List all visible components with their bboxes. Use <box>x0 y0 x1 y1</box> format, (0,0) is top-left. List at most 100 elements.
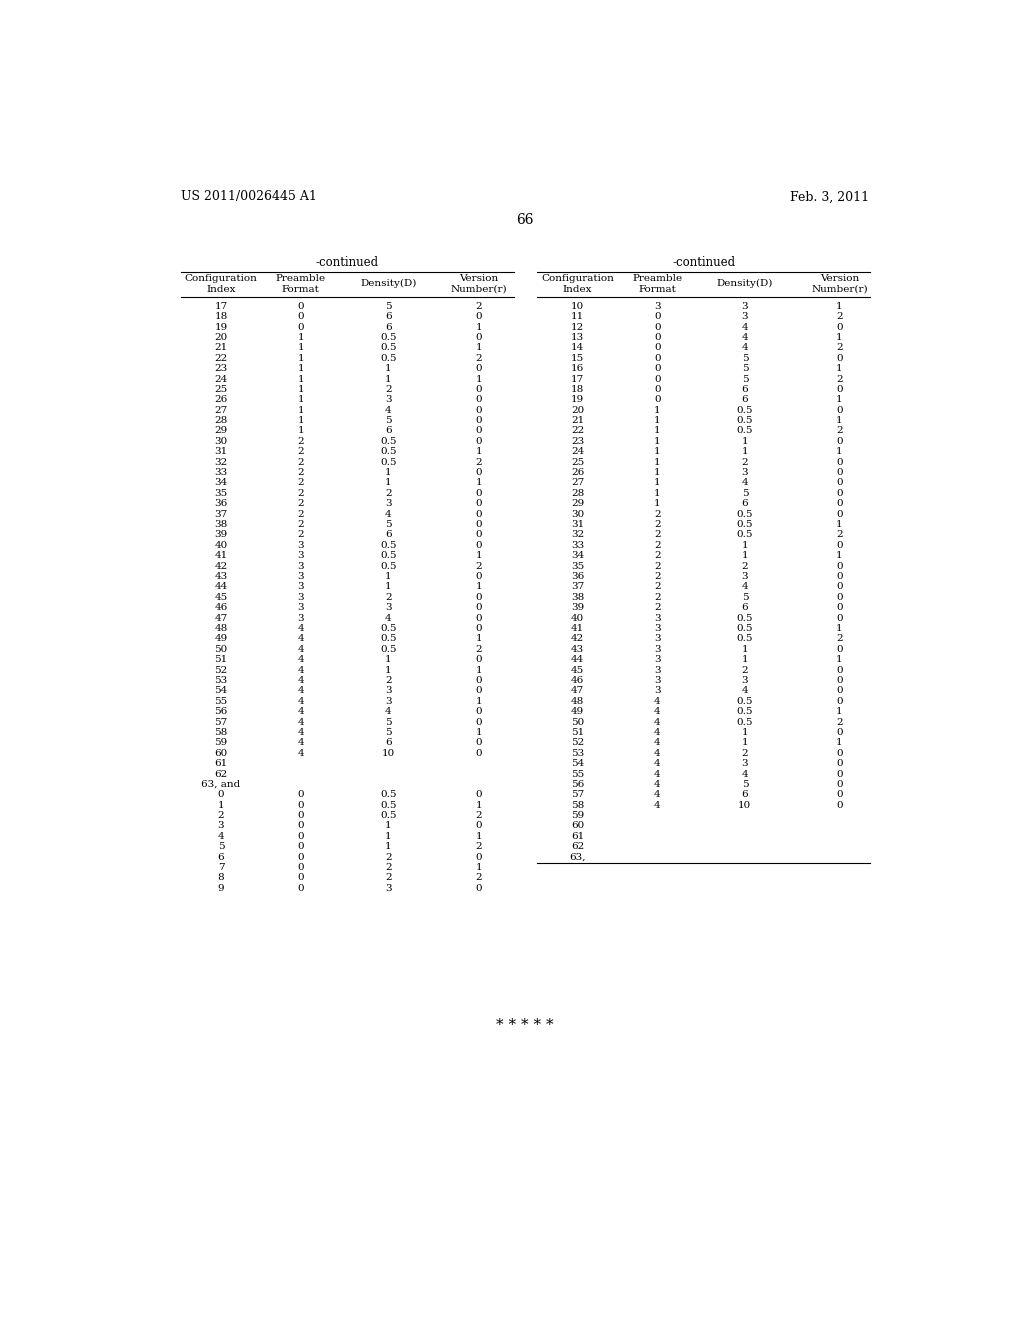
Text: 1: 1 <box>654 405 660 414</box>
Text: 0.5: 0.5 <box>736 531 753 540</box>
Text: 1: 1 <box>837 552 843 560</box>
Text: 1: 1 <box>476 635 482 643</box>
Text: 20: 20 <box>214 333 227 342</box>
Text: 4: 4 <box>385 510 392 519</box>
Text: 53: 53 <box>214 676 227 685</box>
Text: 0: 0 <box>837 572 843 581</box>
Text: 6: 6 <box>741 385 749 393</box>
Text: 59: 59 <box>570 810 584 820</box>
Text: 4: 4 <box>741 686 749 696</box>
Text: 2: 2 <box>654 541 660 550</box>
Text: 0: 0 <box>837 801 843 809</box>
Text: 2: 2 <box>741 458 749 467</box>
Text: 4: 4 <box>654 697 660 706</box>
Text: 0.5: 0.5 <box>736 416 753 425</box>
Text: 2: 2 <box>298 499 304 508</box>
Text: 45: 45 <box>214 593 227 602</box>
Text: 3: 3 <box>298 614 304 623</box>
Text: 13: 13 <box>570 333 584 342</box>
Text: 3: 3 <box>654 665 660 675</box>
Text: 4: 4 <box>741 582 749 591</box>
Text: 29: 29 <box>214 426 227 436</box>
Text: 3: 3 <box>741 572 749 581</box>
Text: 6: 6 <box>385 738 392 747</box>
Text: 0: 0 <box>298 832 304 841</box>
Text: 52: 52 <box>570 738 584 747</box>
Text: 19: 19 <box>214 322 227 331</box>
Text: 1: 1 <box>298 405 304 414</box>
Text: 1: 1 <box>298 354 304 363</box>
Text: 1: 1 <box>837 520 843 529</box>
Text: 48: 48 <box>214 624 227 634</box>
Text: 0.5: 0.5 <box>380 458 396 467</box>
Text: 0: 0 <box>476 541 482 550</box>
Text: 0: 0 <box>476 572 482 581</box>
Text: 0: 0 <box>476 603 482 612</box>
Text: 0.5: 0.5 <box>380 354 396 363</box>
Text: 0: 0 <box>837 469 843 477</box>
Text: 1: 1 <box>385 832 392 841</box>
Text: 4: 4 <box>654 748 660 758</box>
Text: 0: 0 <box>837 488 843 498</box>
Text: 49: 49 <box>214 635 227 643</box>
Text: 2: 2 <box>385 385 392 393</box>
Text: 2: 2 <box>741 561 749 570</box>
Text: 0: 0 <box>837 665 843 675</box>
Text: 2: 2 <box>654 510 660 519</box>
Text: 55: 55 <box>214 697 227 706</box>
Text: 5: 5 <box>385 718 392 726</box>
Text: 0: 0 <box>298 821 304 830</box>
Text: 28: 28 <box>570 488 584 498</box>
Text: 37: 37 <box>214 510 227 519</box>
Text: 1: 1 <box>476 552 482 560</box>
Text: 3: 3 <box>385 395 392 404</box>
Text: 0: 0 <box>837 603 843 612</box>
Text: 29: 29 <box>570 499 584 508</box>
Text: 1: 1 <box>385 469 392 477</box>
Text: 1: 1 <box>837 708 843 717</box>
Text: 3: 3 <box>298 593 304 602</box>
Text: 2: 2 <box>654 572 660 581</box>
Text: 1: 1 <box>837 416 843 425</box>
Text: 0: 0 <box>837 697 843 706</box>
Text: 0.5: 0.5 <box>736 520 753 529</box>
Text: Preamble
Format: Preamble Format <box>632 275 682 293</box>
Text: 1: 1 <box>837 655 843 664</box>
Text: 0.5: 0.5 <box>380 552 396 560</box>
Text: 1: 1 <box>298 416 304 425</box>
Text: 30: 30 <box>570 510 584 519</box>
Text: 41: 41 <box>214 552 227 560</box>
Text: 3: 3 <box>654 302 660 310</box>
Text: 1: 1 <box>298 333 304 342</box>
Text: 1: 1 <box>385 655 392 664</box>
Text: 51: 51 <box>570 727 584 737</box>
Text: 37: 37 <box>570 582 584 591</box>
Text: 20: 20 <box>570 405 584 414</box>
Text: 61: 61 <box>570 832 584 841</box>
Text: 38: 38 <box>570 593 584 602</box>
Text: 6: 6 <box>385 531 392 540</box>
Text: 2: 2 <box>654 593 660 602</box>
Text: 32: 32 <box>570 531 584 540</box>
Text: 26: 26 <box>214 395 227 404</box>
Text: 2: 2 <box>298 447 304 457</box>
Text: 14: 14 <box>570 343 584 352</box>
Text: 0: 0 <box>476 593 482 602</box>
Text: Preamble
Format: Preamble Format <box>275 275 326 293</box>
Text: 22: 22 <box>570 426 584 436</box>
Text: 2: 2 <box>298 469 304 477</box>
Text: 50: 50 <box>214 644 227 653</box>
Text: 1: 1 <box>476 665 482 675</box>
Text: 2: 2 <box>837 718 843 726</box>
Text: 5: 5 <box>385 727 392 737</box>
Text: 62: 62 <box>570 842 584 851</box>
Text: 38: 38 <box>214 520 227 529</box>
Text: 0: 0 <box>298 863 304 873</box>
Text: 2: 2 <box>837 343 843 352</box>
Text: 0: 0 <box>298 312 304 321</box>
Text: 2: 2 <box>385 853 392 862</box>
Text: 3: 3 <box>218 821 224 830</box>
Text: 3: 3 <box>741 302 749 310</box>
Text: 1: 1 <box>654 499 660 508</box>
Text: 1: 1 <box>298 364 304 374</box>
